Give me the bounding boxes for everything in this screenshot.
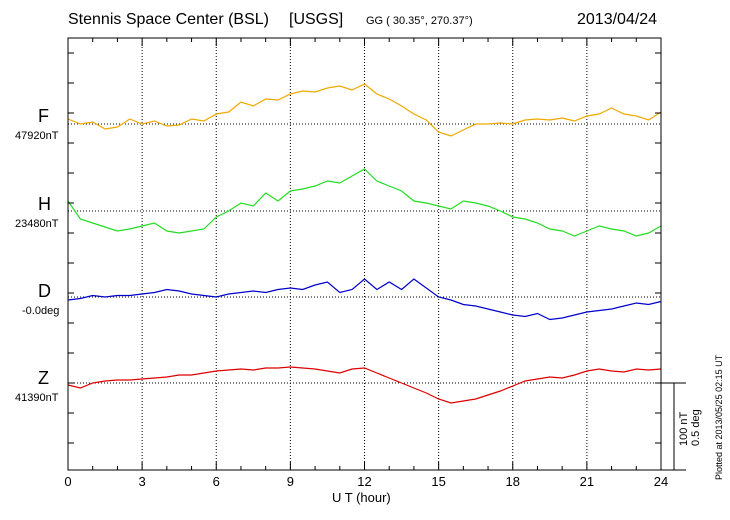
x-tick-label: 18: [506, 474, 520, 489]
series-baseline-z: 41390nT: [15, 392, 59, 404]
series-line-z: [67, 366, 662, 404]
x-tick-label: 21: [580, 474, 594, 489]
series-baseline-d: -0.0deg: [22, 305, 60, 317]
network-tag: [USGS]: [289, 11, 344, 28]
x-axis-title: U T (hour): [332, 490, 391, 505]
station-title: Stennis Space Center (BSL): [68, 11, 269, 28]
plotted-timestamp: Plotted at 2013/05/25 02:15 UT: [714, 354, 724, 480]
x-tick-label: 12: [357, 474, 371, 489]
series-name-d: D: [38, 281, 51, 301]
series-line-d: [67, 278, 662, 321]
series-name-z: Z: [38, 368, 49, 388]
x-tick-label: 15: [431, 474, 445, 489]
series-line-f: [67, 83, 662, 137]
series-baseline-f: 47920nT: [15, 130, 59, 142]
series-line-h: [67, 168, 662, 237]
series-baseline-h: 23480nT: [15, 218, 59, 230]
plot-date: 2013/04/24: [577, 11, 658, 28]
station-coordinates: GG ( 30.35°, 270.37°): [366, 15, 473, 27]
series-name-h: H: [38, 194, 51, 214]
scale-label-deg: 0.5 deg: [690, 409, 702, 446]
x-tick-label: 0: [64, 474, 71, 489]
x-tick-label: 3: [139, 474, 146, 489]
x-tick-label: 24: [654, 474, 668, 489]
x-tick-label: 9: [287, 474, 294, 489]
x-tick-label: 6: [213, 474, 220, 489]
series-name-f: F: [38, 106, 49, 126]
scale-label-nt: 100 nT: [678, 411, 690, 446]
